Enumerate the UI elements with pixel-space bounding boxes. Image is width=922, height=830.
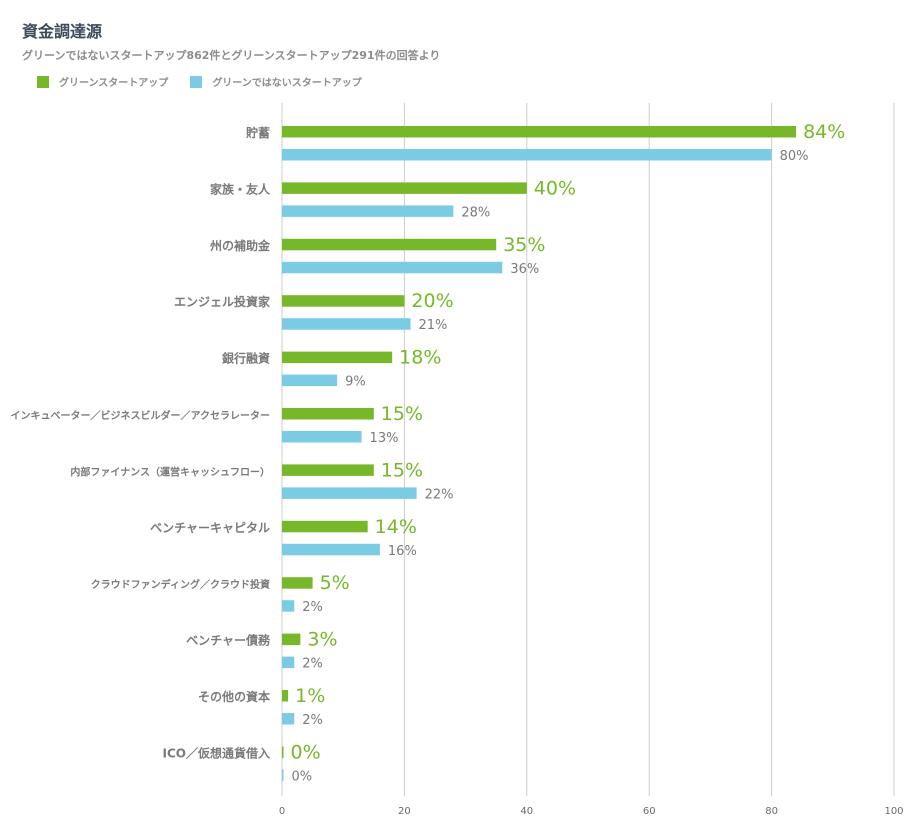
category-label: クラウドファンディング／クラウド投資 — [91, 578, 270, 591]
legend-item-blue[interactable]: グリーンではないスタートアップ — [190, 74, 362, 89]
data-label-green: 1% — [295, 685, 325, 707]
data-label-green: 20% — [411, 290, 453, 312]
x-tick-label: 100 — [884, 806, 903, 817]
category-label: 州の補助金 — [209, 238, 271, 253]
bar-blue — [282, 713, 295, 725]
bar-green — [282, 633, 301, 646]
bar-green — [282, 238, 497, 251]
data-label-blue: 13% — [370, 431, 399, 446]
category-label: 家族・友人 — [210, 181, 271, 196]
category-label: ベンチャーキャピタル — [150, 521, 270, 535]
bar-blue — [282, 318, 411, 330]
data-label-green: 15% — [381, 459, 423, 481]
x-tick-label: 0 — [279, 806, 285, 817]
data-label-blue: 16% — [388, 544, 417, 559]
category-label: 内部ファイナンス（運営キャッシュフロー） — [70, 465, 270, 478]
data-label-blue: 22% — [425, 487, 454, 502]
category-label: 貯蓄 — [246, 125, 270, 140]
bar-blue — [282, 487, 417, 499]
bar-blue — [282, 149, 772, 161]
data-label-green: 5% — [320, 572, 350, 594]
bar-blue — [282, 600, 295, 612]
bar-green — [282, 577, 313, 589]
bar-green — [282, 690, 289, 702]
data-label-blue: 2% — [302, 657, 323, 672]
x-tick-label: 60 — [643, 806, 656, 817]
bar-green — [282, 182, 527, 194]
legend-swatch-blue — [190, 75, 203, 88]
data-label-blue: 80% — [780, 149, 809, 164]
chart-title: 資金調達源 — [22, 22, 103, 41]
legend-item-green[interactable]: グリーンスタートアップ — [37, 74, 168, 89]
bar-green — [282, 351, 393, 364]
x-tick-label: 40 — [520, 806, 533, 817]
category-label: その他の資本 — [198, 689, 270, 704]
data-label-green: 84% — [803, 121, 845, 143]
legend-label-green: グリーンスタートアップ — [59, 78, 169, 89]
bar-green — [282, 408, 374, 420]
bar-blue — [282, 543, 380, 556]
data-label-blue: 0% — [292, 769, 313, 784]
bar-blue — [282, 769, 284, 781]
x-tick-label: 20 — [398, 806, 411, 817]
legend-label-blue: グリーンではないスタートアップ — [212, 78, 362, 89]
bar-green — [282, 464, 374, 476]
category-label: ベンチャー債務 — [186, 633, 271, 648]
data-label-blue: 28% — [461, 205, 490, 220]
x-tick-label: 80 — [765, 806, 778, 817]
bar-blue — [282, 374, 338, 387]
data-label-green: 0% — [291, 741, 321, 763]
data-label-blue: 21% — [419, 318, 448, 333]
bar-blue — [282, 261, 503, 274]
data-label-green: 40% — [534, 177, 576, 199]
category-label: インキュベーター／ビジネスビルダー／アクセラレーター — [11, 409, 271, 422]
data-label-green: 35% — [503, 234, 545, 256]
category-label: 銀行融資 — [221, 351, 270, 366]
data-label-green: 18% — [399, 347, 441, 369]
data-label-blue: 2% — [302, 713, 323, 728]
bar-blue — [282, 656, 295, 669]
legend-swatch-green — [37, 75, 49, 88]
bar-blue — [282, 205, 454, 217]
category-label: エンジェル投資家 — [174, 294, 271, 309]
data-label-blue: 9% — [345, 375, 366, 390]
bar-green — [282, 520, 368, 533]
data-label-green: 15% — [381, 403, 423, 425]
bar-blue — [282, 431, 362, 443]
data-label-blue: 2% — [302, 600, 323, 615]
chart-legend: グリーンスタートアップ グリーンではないスタートアップ — [37, 74, 362, 89]
data-label-green: 14% — [375, 516, 417, 538]
bar-green — [282, 295, 405, 307]
data-label-blue: 36% — [510, 262, 539, 277]
chart-subtitle: グリーンではないスタートアップ862件とグリーンスタートアップ291件の回答より — [22, 49, 441, 62]
bar-green — [282, 746, 284, 758]
category-label: ICO／仮想通貨借入 — [163, 745, 270, 760]
data-label-green: 3% — [307, 629, 337, 651]
bar-green — [282, 126, 797, 138]
